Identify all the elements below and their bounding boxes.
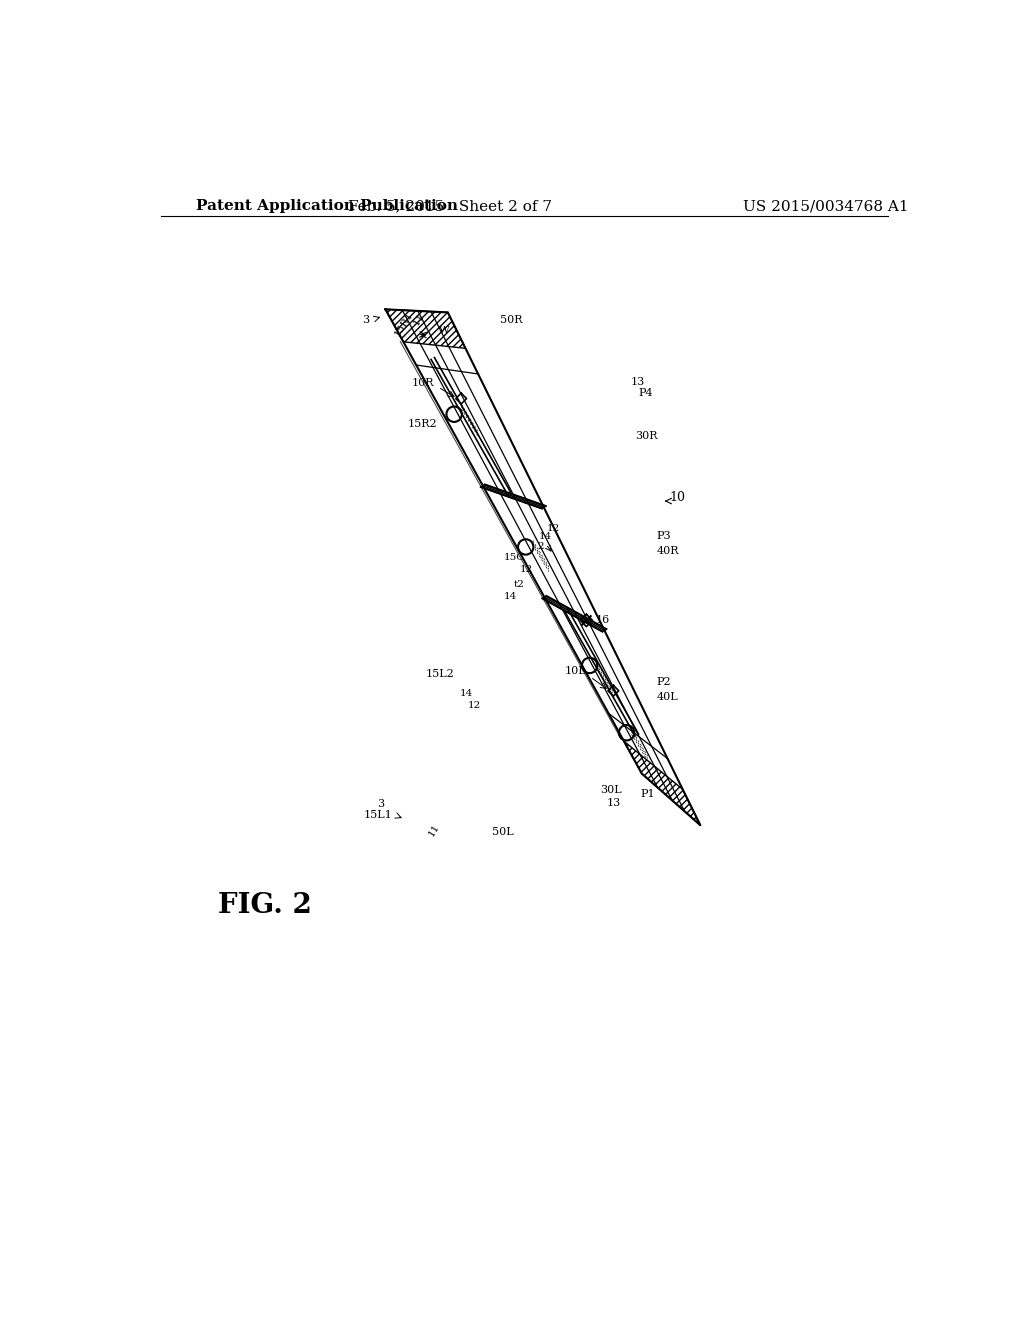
Text: 15L2: 15L2: [425, 669, 454, 680]
Text: 50R: 50R: [500, 315, 522, 325]
Text: Patent Application Publication: Patent Application Publication: [196, 199, 458, 213]
Text: 40L: 40L: [656, 693, 678, 702]
Text: 11: 11: [427, 822, 441, 838]
Text: 13: 13: [631, 376, 645, 387]
Text: W: W: [438, 326, 450, 335]
Text: P1: P1: [640, 788, 655, 799]
Text: 16: 16: [596, 615, 610, 626]
Polygon shape: [481, 484, 546, 508]
Polygon shape: [543, 597, 606, 631]
Text: P2: P2: [656, 677, 671, 686]
Text: 14: 14: [539, 532, 552, 541]
Text: FIG. 2: FIG. 2: [218, 892, 312, 919]
Text: 10: 10: [670, 491, 685, 504]
Text: US 2015/0034768 A1: US 2015/0034768 A1: [742, 199, 908, 213]
Text: 10R: 10R: [412, 378, 434, 388]
Text: 15C: 15C: [504, 553, 525, 562]
Text: 14: 14: [460, 689, 473, 698]
Text: 12: 12: [547, 524, 559, 533]
Text: Feb. 5, 2015   Sheet 2 of 7: Feb. 5, 2015 Sheet 2 of 7: [348, 199, 552, 213]
Text: 40R: 40R: [656, 546, 679, 556]
Text: 13: 13: [606, 797, 621, 808]
Text: 11: 11: [412, 312, 427, 327]
Text: 3: 3: [378, 799, 385, 809]
Polygon shape: [624, 741, 700, 825]
Text: 30R: 30R: [635, 430, 657, 441]
Text: 14: 14: [504, 591, 517, 601]
Text: P4: P4: [639, 388, 653, 399]
Text: 3: 3: [362, 315, 370, 325]
Text: 2: 2: [538, 543, 544, 550]
Text: P3: P3: [656, 531, 671, 541]
Text: 15L1: 15L1: [364, 810, 392, 820]
Text: t2: t2: [514, 581, 525, 590]
Text: 50L: 50L: [493, 828, 514, 837]
Text: 12: 12: [519, 565, 532, 574]
Text: 15R1: 15R1: [393, 309, 415, 338]
Text: 30L: 30L: [600, 785, 622, 795]
Polygon shape: [385, 309, 466, 348]
Text: 10L: 10L: [565, 667, 587, 676]
Text: 12: 12: [468, 701, 481, 710]
Text: 15R2: 15R2: [408, 418, 437, 429]
